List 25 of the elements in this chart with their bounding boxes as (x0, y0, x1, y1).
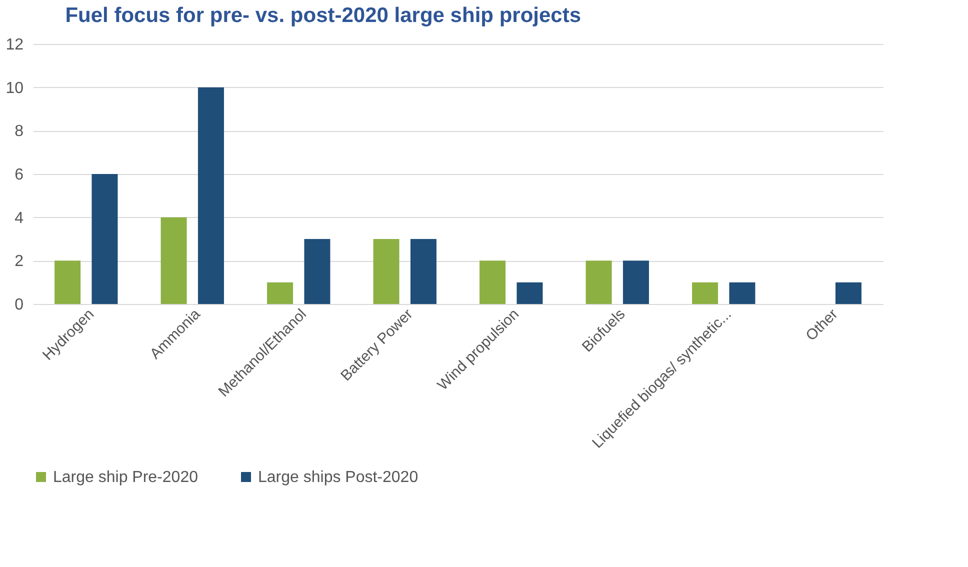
y-tick-label: 12 (6, 36, 24, 54)
bar (516, 282, 543, 304)
bar (729, 282, 756, 304)
bar (54, 260, 81, 304)
y-tick-label: 0 (14, 296, 24, 314)
bar (586, 260, 612, 304)
legend-label: Large ship Pre-2020 (53, 469, 198, 486)
bar (160, 217, 187, 304)
y-tick-label: 4 (14, 210, 24, 227)
chart-title: Fuel focus for pre- vs. post-2020 large ship projects (65, 4, 582, 27)
y-tick-label: 6 (14, 166, 24, 184)
y-tick-label: 2 (14, 253, 24, 270)
bar (373, 239, 400, 304)
bar (304, 239, 330, 304)
y-tick-label: 8 (14, 123, 24, 140)
bar (692, 282, 718, 304)
bar (622, 260, 649, 304)
bar (410, 239, 436, 304)
bar (267, 282, 294, 304)
y-tick-label: 10 (6, 80, 24, 97)
bar (480, 260, 506, 304)
bar (92, 174, 118, 304)
bar (198, 87, 224, 304)
legend-label: Large ships Post-2020 (258, 469, 418, 486)
bar (835, 282, 862, 304)
